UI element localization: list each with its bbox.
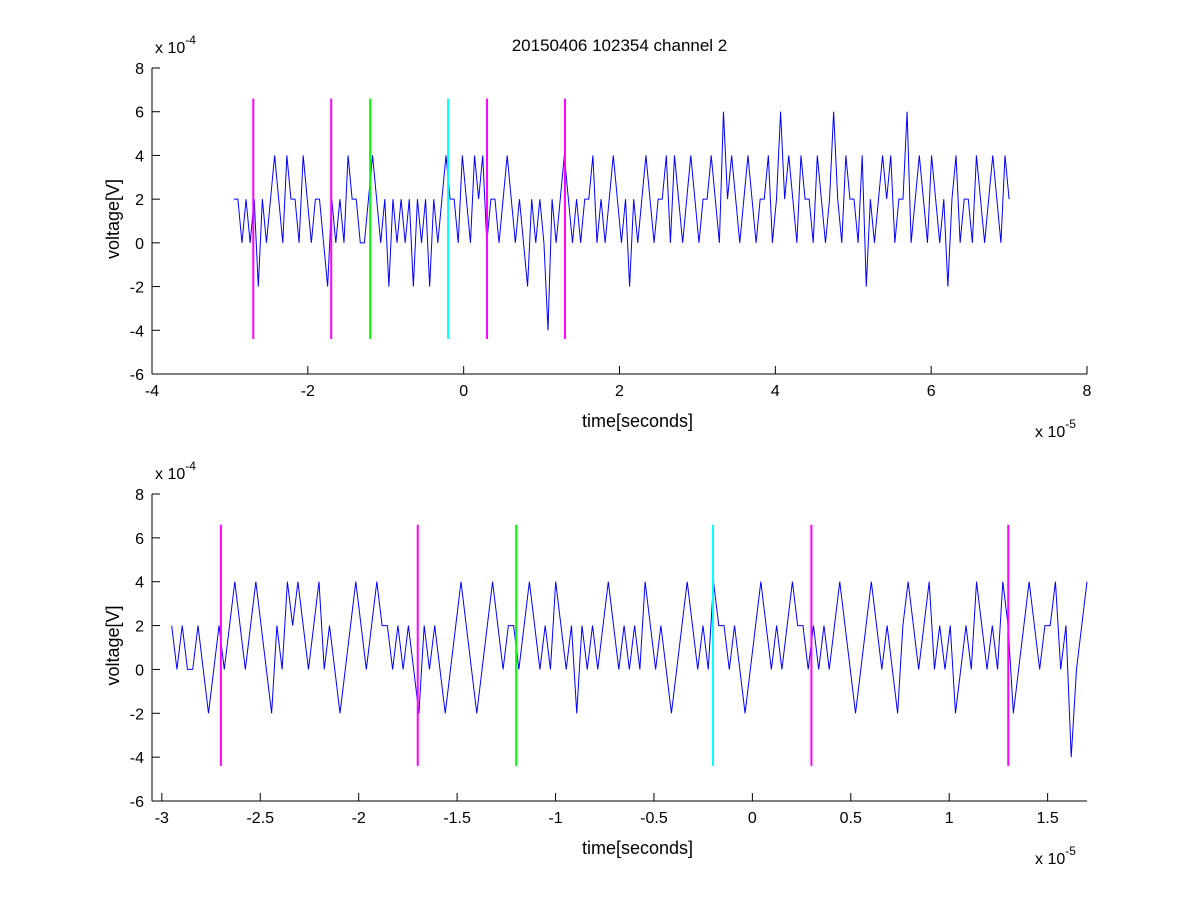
x-tick-label: 0	[748, 810, 757, 827]
x-tick-label: 4	[771, 383, 780, 400]
y-exponent-label: x 10-4	[155, 33, 196, 57]
x-tick-label: 1.5	[1037, 810, 1059, 827]
y-tick-label: 2	[135, 192, 144, 209]
panel-top: -4 -2 0 2 4 6 8-6-4-202468time[seconds]voltage…	[103, 33, 1092, 441]
plot-area	[152, 494, 1087, 801]
y-axis-label: voltage[V]	[103, 605, 123, 685]
y-tick-label: -4	[130, 323, 144, 340]
x-tick-label: -1.5	[443, 810, 471, 827]
y-tick-label: 6	[135, 105, 144, 122]
x-tick-label: 1	[945, 810, 954, 827]
x-tick-label: -2	[352, 810, 366, 827]
x-tick-label: 0	[459, 383, 468, 400]
y-tick-label: 8	[135, 487, 144, 504]
x-tick-label: 8	[1083, 383, 1092, 400]
y-tick-label: -6	[130, 367, 144, 384]
signal-trace	[171, 581, 1088, 758]
x-tick-label: -4	[145, 383, 159, 400]
x-tick-label: 6	[927, 383, 936, 400]
y-tick-label: -4	[130, 750, 144, 767]
chart-title: 20150406 102354 channel 2	[512, 36, 728, 55]
x-exponent-label: x 10-5	[1035, 417, 1076, 441]
y-axis-label: voltage[V]	[103, 179, 123, 259]
y-tick-label: 0	[135, 236, 144, 253]
y-exponent-label: x 10-4	[155, 459, 196, 483]
x-tick-label: 0.5	[840, 810, 862, 827]
y-tick-label: -2	[130, 706, 144, 723]
x-tick-label: 2	[615, 383, 624, 400]
y-tick-label: -6	[130, 794, 144, 811]
y-tick-label: 2	[135, 619, 144, 636]
x-axis-label: time[seconds]	[582, 838, 693, 858]
y-tick-label: 4	[135, 575, 144, 592]
y-tick-label: 4	[135, 148, 144, 165]
x-tick-label: -0.5	[640, 810, 668, 827]
y-tick-label: 0	[135, 662, 144, 679]
x-tick-label: -2.5	[246, 810, 274, 827]
signal-trace	[233, 111, 1010, 331]
x-tick-label: -1	[548, 810, 562, 827]
x-axis-label: time[seconds]	[582, 411, 693, 431]
panel-bottom: -3 -2.5 -2 -1.5 -1 -0.5 0 0.5 1 1.5 -6 -4 -2 0 2 4 6 8 tim…	[103, 459, 1088, 868]
y-tick-label: -2	[130, 280, 144, 297]
y-tick-label: 6	[135, 531, 144, 548]
x-tick-label: -3	[155, 810, 169, 827]
x-exponent-label: x 10-5	[1035, 844, 1076, 868]
y-tick-label: 8	[135, 61, 144, 78]
x-tick-label: -2	[301, 383, 315, 400]
